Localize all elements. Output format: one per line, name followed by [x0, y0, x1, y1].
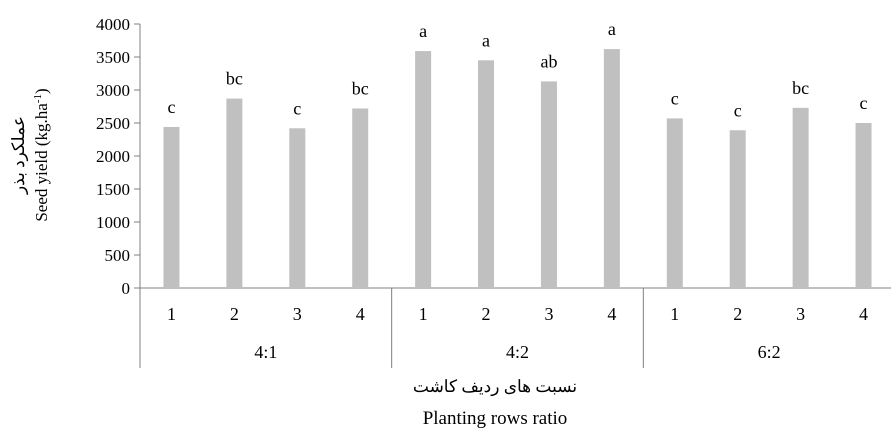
group-label: 4:1: [254, 342, 277, 362]
category-label: 2: [230, 304, 239, 324]
y-tick-label: 1500: [96, 180, 130, 199]
bar: [163, 126, 180, 289]
y-axis-label-text: Seed yield (kg.ha: [32, 103, 51, 222]
bar: [603, 49, 620, 288]
chart-axes: [139, 24, 891, 368]
significance-letter: ab: [540, 51, 557, 71]
significance-letter: c: [167, 97, 175, 117]
bar: [540, 81, 557, 288]
category-label: 1: [167, 304, 176, 324]
y-axis-label-fa: عملکرد بذر: [9, 116, 29, 195]
significance-letter: c: [860, 93, 868, 113]
category-label: 3: [796, 304, 805, 324]
category-label: 2: [733, 304, 742, 324]
y-axis-label-superscript: -1: [32, 94, 44, 103]
significance-letter: c: [293, 98, 301, 118]
bar: [666, 118, 683, 288]
bar: [226, 98, 243, 288]
bar: [289, 128, 306, 288]
bar: [792, 107, 809, 288]
y-tick-label: 500: [105, 246, 131, 265]
category-label: 4: [859, 304, 868, 324]
category-label: 1: [670, 304, 679, 324]
y-tick-label: 0: [122, 279, 131, 298]
x-axis-label: Planting rows ratio: [423, 408, 568, 429]
significance-letter: c: [671, 88, 679, 108]
y-axis-ticks: 0 500 1000 1500 2000 2500 3000 3500 4000: [96, 15, 140, 298]
y-axis-label: Seed yield (kg.ha-1): [32, 88, 51, 221]
significance-letter: bc: [792, 78, 809, 98]
category-label: 4: [607, 304, 616, 324]
y-axis-label-close: ): [32, 88, 51, 94]
y-tick-label: 2500: [96, 114, 130, 133]
bar: [855, 123, 872, 288]
significance-letter: a: [419, 21, 427, 41]
significance-letter: c: [734, 100, 742, 120]
category-label: 2: [482, 304, 491, 324]
y-tick-label: 3000: [96, 81, 130, 100]
y-tick-label: 4000: [96, 15, 130, 34]
significance-letter: bc: [226, 69, 243, 89]
category-label: 3: [293, 304, 302, 324]
significance-letter: a: [608, 19, 616, 39]
y-tick-label: 3500: [96, 48, 130, 67]
category-label: 4: [356, 304, 365, 324]
bar: [729, 130, 746, 288]
bar: [478, 60, 495, 288]
y-tick-label: 1000: [96, 213, 130, 232]
category-label: 1: [419, 304, 428, 324]
significance-letter: a: [482, 30, 490, 50]
bar: [352, 108, 369, 288]
bars: c bc c bc a a ab a c c bc c: [163, 19, 872, 289]
y-tick-label: 2000: [96, 147, 130, 166]
category-label: 3: [544, 304, 553, 324]
x-axis-labels: 1 2 3 4 4:1 1 2 3 4 4:2 1 2 3 4 6:2: [167, 304, 868, 362]
x-axis-label-fa: نسبت های ردیف کاشت: [413, 377, 577, 397]
group-label: 4:2: [506, 342, 529, 362]
group-label: 6:2: [758, 342, 781, 362]
significance-letter: bc: [352, 78, 369, 98]
bar: [415, 51, 432, 289]
